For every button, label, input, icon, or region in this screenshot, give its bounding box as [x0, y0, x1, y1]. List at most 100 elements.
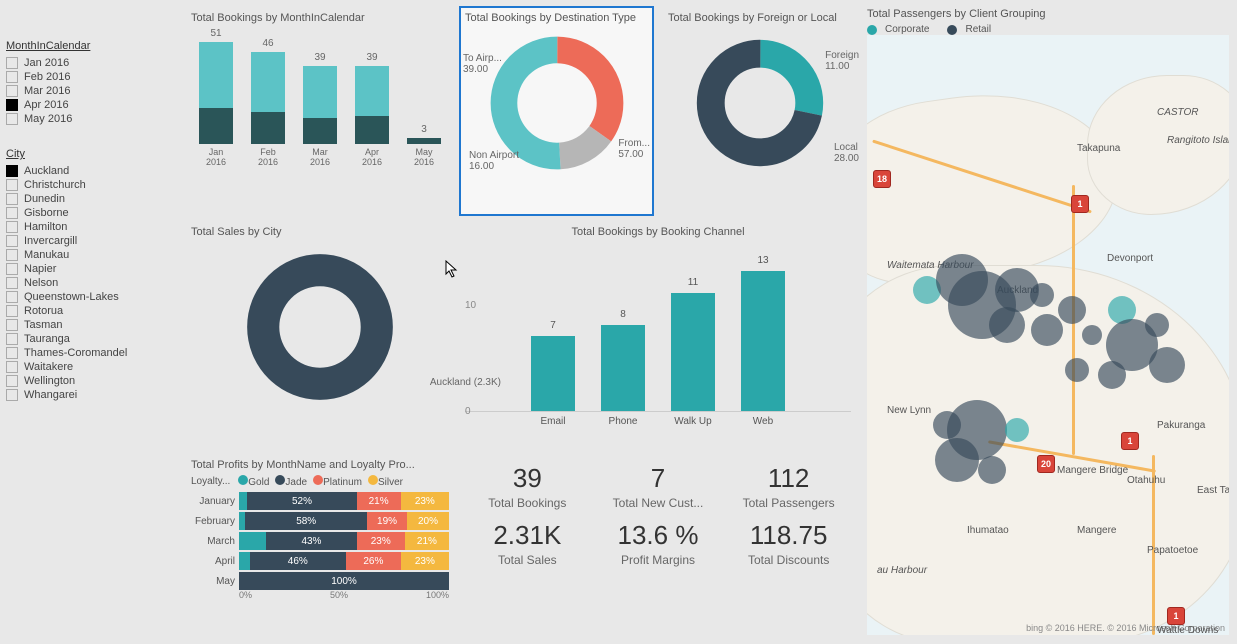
bookings-by-month-title: Total Bookings by MonthInCalendar: [191, 12, 449, 24]
channel-bar[interactable]: 13Web: [741, 271, 785, 410]
month-slicer[interactable]: MonthInCalendar Jan 2016Feb 2016Mar 2016…: [6, 36, 181, 130]
kpi-grid: 39Total Bookings7Total New Cust...112Tot…: [459, 453, 857, 638]
map-place-label: Mangere: [1077, 525, 1116, 536]
month-bar[interactable]: 39Mar2016: [299, 66, 341, 168]
map-place-label: au Harbour: [877, 565, 927, 576]
slicer-label: Manukau: [24, 249, 69, 261]
month-item[interactable]: Mar 2016: [6, 84, 181, 98]
channel-bar[interactable]: 8Phone: [601, 325, 645, 411]
kpi-card: 13.6 % Profit Margins: [598, 520, 719, 567]
map-bubble[interactable]: [1082, 325, 1102, 345]
map-legend: CorporateRetail: [867, 24, 1229, 35]
slicer-label: Queenstown-Lakes: [24, 291, 119, 303]
city-item[interactable]: Manukau: [6, 248, 181, 262]
map-bubble[interactable]: [978, 456, 1006, 484]
map-place-label: New Lynn: [887, 405, 931, 416]
city-item[interactable]: Tauranga: [6, 332, 181, 346]
checkbox-icon: [6, 389, 18, 401]
city-item[interactable]: Rotorua: [6, 304, 181, 318]
map-place-label: East Tam: [1197, 485, 1229, 496]
month-bar[interactable]: 39Apr2016: [351, 66, 393, 168]
map-visual[interactable]: Total Passengers by Client Grouping Corp…: [861, 6, 1231, 638]
city-item[interactable]: Nelson: [6, 276, 181, 290]
map-place-label: Otahuhu: [1127, 475, 1165, 486]
map-bubble[interactable]: [1098, 361, 1126, 389]
month-item[interactable]: Jan 2016: [6, 56, 181, 70]
month-item[interactable]: Apr 2016: [6, 98, 181, 112]
map-bubble[interactable]: [1058, 296, 1086, 324]
month-bar[interactable]: 51Jan2016: [195, 42, 237, 168]
profit-row-bar[interactable]: 100%: [239, 572, 449, 590]
city-item[interactable]: Wellington: [6, 374, 181, 388]
dest-lbl-airport: To Airp...39.00: [463, 53, 502, 75]
map-place-label: Pakuranga: [1157, 420, 1205, 431]
checkbox-icon: [6, 57, 18, 69]
map-place-label: Rangitoto Island: [1167, 135, 1229, 146]
slicer-label: Jan 2016: [24, 57, 69, 69]
city-item[interactable]: Napier: [6, 262, 181, 276]
kpi-label: Profit Margins: [598, 553, 719, 567]
city-item[interactable]: Hamilton: [6, 220, 181, 234]
route-shield-icon: 1: [1121, 432, 1139, 450]
map-bubble[interactable]: [1031, 314, 1063, 346]
month-item[interactable]: Feb 2016: [6, 70, 181, 84]
slicer-label: Dunedin: [24, 193, 65, 205]
map-bubble[interactable]: [933, 411, 961, 439]
map-bubble[interactable]: [935, 438, 979, 482]
fl-lbl-foreign: Foreign11.00: [825, 50, 859, 72]
map-bubble[interactable]: [1030, 283, 1054, 307]
channel-title: Total Bookings by Booking Channel: [465, 226, 851, 238]
city-item[interactable]: Invercargill: [6, 234, 181, 248]
map-bubble[interactable]: [989, 307, 1025, 343]
kpi-card: 2.31KTotal Sales: [467, 520, 588, 567]
profit-row-bar[interactable]: 46%26%23%: [239, 552, 449, 570]
kpi-label: Total Discounts: [728, 553, 849, 567]
bookings-by-month-chart[interactable]: Total Bookings by MonthInCalendar 51Jan2…: [185, 6, 455, 216]
map-bubble[interactable]: [1149, 347, 1185, 383]
map-place-label: Mangere Bridge: [1057, 465, 1128, 476]
channel-bar[interactable]: 7Email: [531, 336, 575, 411]
foreign-local-title: Total Bookings by Foreign or Local: [668, 12, 851, 24]
city-item[interactable]: Waitakere: [6, 360, 181, 374]
profits-title: Total Profits by MonthName and Loyalty P…: [191, 459, 449, 471]
dest-type-chart[interactable]: Total Bookings by Destination Type To Ai…: [459, 6, 654, 216]
city-item[interactable]: Gisborne: [6, 206, 181, 220]
month-bar[interactable]: 3May2016: [403, 138, 445, 168]
channel-chart[interactable]: Total Bookings by Booking Channel 0 10 7…: [459, 220, 857, 450]
month-item[interactable]: May 2016: [6, 112, 181, 126]
slicer-label: Tauranga: [24, 333, 70, 345]
city-item[interactable]: Tasman: [6, 318, 181, 332]
map-place-label: Wattle Downs: [1157, 625, 1218, 635]
checkbox-icon: [6, 249, 18, 261]
map-bubble[interactable]: [1145, 313, 1169, 337]
map-place-label: Takapuna: [1077, 143, 1120, 154]
dest-lbl-nonairport: Non Airport16.00: [469, 150, 519, 172]
slicer-label: Napier: [24, 263, 56, 275]
checkbox-icon: [6, 347, 18, 359]
slicer-label: Nelson: [24, 277, 58, 289]
city-item[interactable]: Queenstown-Lakes: [6, 290, 181, 304]
profit-row-bar[interactable]: 52%21%23%: [239, 492, 449, 510]
map-place-label: CASTOR: [1157, 107, 1199, 118]
sales-by-city-chart[interactable]: Total Sales by City Auckland (2.3K): [185, 220, 455, 450]
map-bubble[interactable]: [1065, 358, 1089, 382]
city-slicer[interactable]: City AucklandChristchurchDunedinGisborne…: [6, 144, 181, 406]
profit-row-bar[interactable]: 43%23%21%: [239, 532, 449, 550]
route-shield-icon: 20: [1037, 455, 1055, 473]
checkbox-icon: [6, 235, 18, 247]
month-bar[interactable]: 46Feb2016: [247, 52, 289, 168]
channel-bar[interactable]: 11Walk Up: [671, 293, 715, 411]
profits-chart[interactable]: Total Profits by MonthName and Loyalty P…: [185, 453, 455, 638]
city-item[interactable]: Auckland: [6, 164, 181, 178]
profit-row-bar[interactable]: 58%19%20%: [239, 512, 449, 530]
city-item[interactable]: Thames-Coromandel: [6, 346, 181, 360]
route-shield-icon: 18: [873, 170, 891, 188]
city-item[interactable]: Dunedin: [6, 192, 181, 206]
city-item[interactable]: Christchurch: [6, 178, 181, 192]
foreign-local-chart[interactable]: Total Bookings by Foreign or Local Forei…: [662, 6, 857, 216]
city-item[interactable]: Whangarei: [6, 388, 181, 402]
checkbox-icon: [6, 333, 18, 345]
map-bubble[interactable]: [1005, 418, 1029, 442]
kpi-value: 13.6 %: [598, 520, 719, 551]
checkbox-icon: [6, 71, 18, 83]
